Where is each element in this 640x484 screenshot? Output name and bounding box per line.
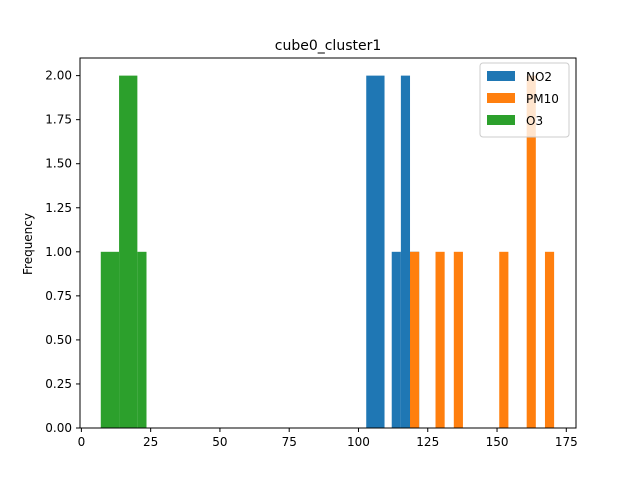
axes-layer: 0 25 50 75 100 125 150 175 0.00 0.25 0.50 0.75 1.00 1… xyxy=(45,57,578,449)
bar-o3-0 xyxy=(100,251,120,428)
bars-layer xyxy=(100,75,555,428)
y-tick-label: 2.00 xyxy=(45,69,72,83)
y-tick-label: 1.75 xyxy=(45,113,72,127)
chart-title: cube0_cluster1 xyxy=(275,38,382,54)
legend-label-o3: O3 xyxy=(526,114,543,128)
bar-pm10-2 xyxy=(453,251,463,428)
bar-pm10-0 xyxy=(410,251,420,428)
y-tick-label: 0.25 xyxy=(45,377,72,391)
bar-o3-1 xyxy=(119,75,138,428)
x-tick-label: 25 xyxy=(143,435,158,449)
y-tick-label: 1.25 xyxy=(45,201,72,215)
x-tick-label: 75 xyxy=(282,435,297,449)
x-tick-label: 175 xyxy=(555,435,578,449)
legend: NO2 PM10 O3 xyxy=(479,62,570,138)
bar-pm10-1 xyxy=(435,251,445,428)
y-axis-label: Frequency xyxy=(21,213,35,275)
legend-label-no2: NO2 xyxy=(526,70,552,84)
bar-o3-2 xyxy=(137,251,147,428)
x-tick-label: 100 xyxy=(347,435,370,449)
x-tick-label: 125 xyxy=(416,435,439,449)
bar-no2-1 xyxy=(391,251,401,428)
bar-no2-2 xyxy=(400,75,411,428)
legend-label-pm10: PM10 xyxy=(526,92,559,106)
x-tick-label: 0 xyxy=(78,435,86,449)
y-tick-label: 0.50 xyxy=(45,333,72,347)
bar-pm10-4 xyxy=(526,75,536,428)
bar-pm10-5 xyxy=(544,251,555,428)
y-tick-label: 1.00 xyxy=(45,245,72,259)
y-tick-label: 1.50 xyxy=(45,157,72,171)
legend-swatch-no2 xyxy=(487,71,515,81)
legend-swatch-pm10 xyxy=(487,93,515,103)
plot-frame xyxy=(79,57,577,429)
y-tick-label: 0.00 xyxy=(45,421,72,435)
bar-no2-0 xyxy=(366,75,385,428)
y-tick-label: 0.75 xyxy=(45,289,72,303)
legend-swatch-o3 xyxy=(487,115,515,125)
bar-pm10-3 xyxy=(499,251,509,428)
x-tick-label: 150 xyxy=(486,435,509,449)
x-tick-label: 50 xyxy=(212,435,227,449)
